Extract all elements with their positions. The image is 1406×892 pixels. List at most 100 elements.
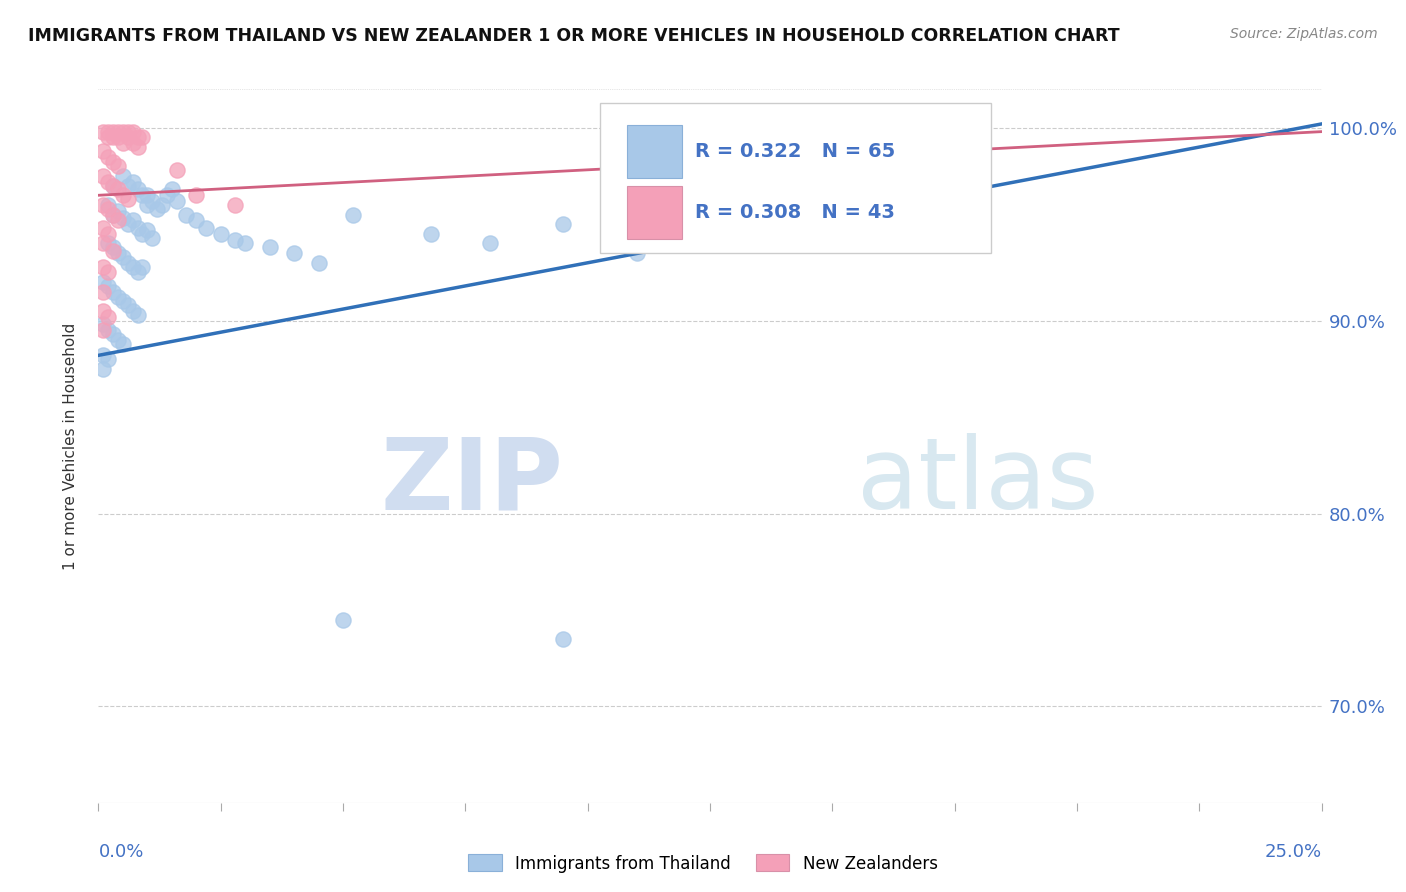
Point [308, 256, 330, 270]
Point [136, 198, 159, 212]
Point [121, 136, 143, 151]
Point [97, 352, 120, 367]
Point [176, 208, 198, 222]
Point [107, 130, 129, 145]
Point [342, 208, 364, 222]
Legend: Immigrants from Thailand, New Zealanders: Immigrants from Thailand, New Zealanders [461, 847, 945, 880]
Point [136, 223, 159, 237]
Point [117, 217, 139, 231]
Point [186, 213, 208, 227]
Point [131, 188, 153, 202]
Point [127, 182, 149, 196]
Point [101, 125, 124, 139]
Point [101, 130, 124, 145]
Point [553, 217, 575, 231]
Point [121, 260, 143, 274]
Point [97, 202, 120, 216]
FancyBboxPatch shape [627, 186, 682, 239]
Point [97, 150, 120, 164]
Point [121, 175, 143, 189]
Point [141, 194, 163, 208]
Point [146, 202, 169, 216]
Point [420, 227, 443, 241]
Point [97, 323, 120, 337]
Point [107, 213, 129, 227]
Text: R = 0.308   N = 43: R = 0.308 N = 43 [696, 203, 896, 222]
Text: R = 0.322   N = 65: R = 0.322 N = 65 [696, 143, 896, 161]
Point [111, 136, 134, 151]
Point [107, 291, 129, 305]
Point [91, 169, 114, 183]
Point [107, 246, 129, 260]
Point [117, 192, 139, 206]
Point [224, 198, 246, 212]
Point [91, 198, 114, 212]
Point [117, 130, 139, 145]
Point [91, 236, 114, 251]
Point [131, 260, 153, 274]
Point [101, 240, 124, 254]
Point [553, 632, 575, 646]
Point [101, 178, 124, 193]
Point [97, 130, 120, 145]
Point [91, 348, 114, 362]
Point [117, 178, 139, 193]
Point [101, 244, 124, 259]
Point [97, 310, 120, 324]
FancyBboxPatch shape [600, 103, 991, 253]
Point [150, 198, 173, 212]
Point [107, 203, 129, 218]
Point [97, 265, 120, 279]
Point [186, 188, 208, 202]
Point [111, 211, 134, 226]
Point [772, 236, 794, 251]
Point [111, 250, 134, 264]
Point [91, 125, 114, 139]
Text: ZIP: ZIP [381, 434, 564, 530]
Text: Source: ZipAtlas.com: Source: ZipAtlas.com [1230, 27, 1378, 41]
Point [233, 236, 256, 251]
Point [166, 194, 188, 208]
Point [117, 256, 139, 270]
Text: 25.0%: 25.0% [1264, 843, 1322, 861]
Point [107, 333, 129, 347]
Point [91, 304, 114, 318]
Point [259, 240, 281, 254]
Point [131, 130, 153, 145]
Point [107, 182, 129, 196]
Point [127, 130, 149, 145]
Point [478, 236, 501, 251]
Point [224, 233, 246, 247]
Point [127, 221, 149, 235]
Point [127, 140, 149, 154]
Point [111, 294, 134, 309]
Point [136, 188, 159, 202]
Y-axis label: 1 or more Vehicles in Household: 1 or more Vehicles in Household [63, 322, 77, 570]
Point [101, 178, 124, 193]
Point [131, 227, 153, 241]
Point [97, 236, 120, 251]
Point [97, 227, 120, 241]
Point [283, 246, 305, 260]
Point [91, 275, 114, 289]
Text: IMMIGRANTS FROM THAILAND VS NEW ZEALANDER 1 OR MORE VEHICLES IN HOUSEHOLD CORREL: IMMIGRANTS FROM THAILAND VS NEW ZEALANDE… [28, 27, 1119, 45]
Point [91, 362, 114, 376]
Point [626, 246, 648, 260]
Point [195, 221, 218, 235]
Point [101, 208, 124, 222]
Point [156, 188, 179, 202]
Point [111, 125, 134, 139]
Point [127, 308, 149, 322]
Point [101, 155, 124, 169]
Point [160, 182, 183, 196]
Point [332, 613, 354, 627]
Point [101, 327, 124, 342]
Point [166, 163, 188, 178]
Point [121, 213, 143, 227]
Point [111, 188, 134, 202]
Point [111, 336, 134, 351]
Point [91, 260, 114, 274]
Point [111, 169, 134, 183]
Point [91, 323, 114, 337]
Point [97, 175, 120, 189]
